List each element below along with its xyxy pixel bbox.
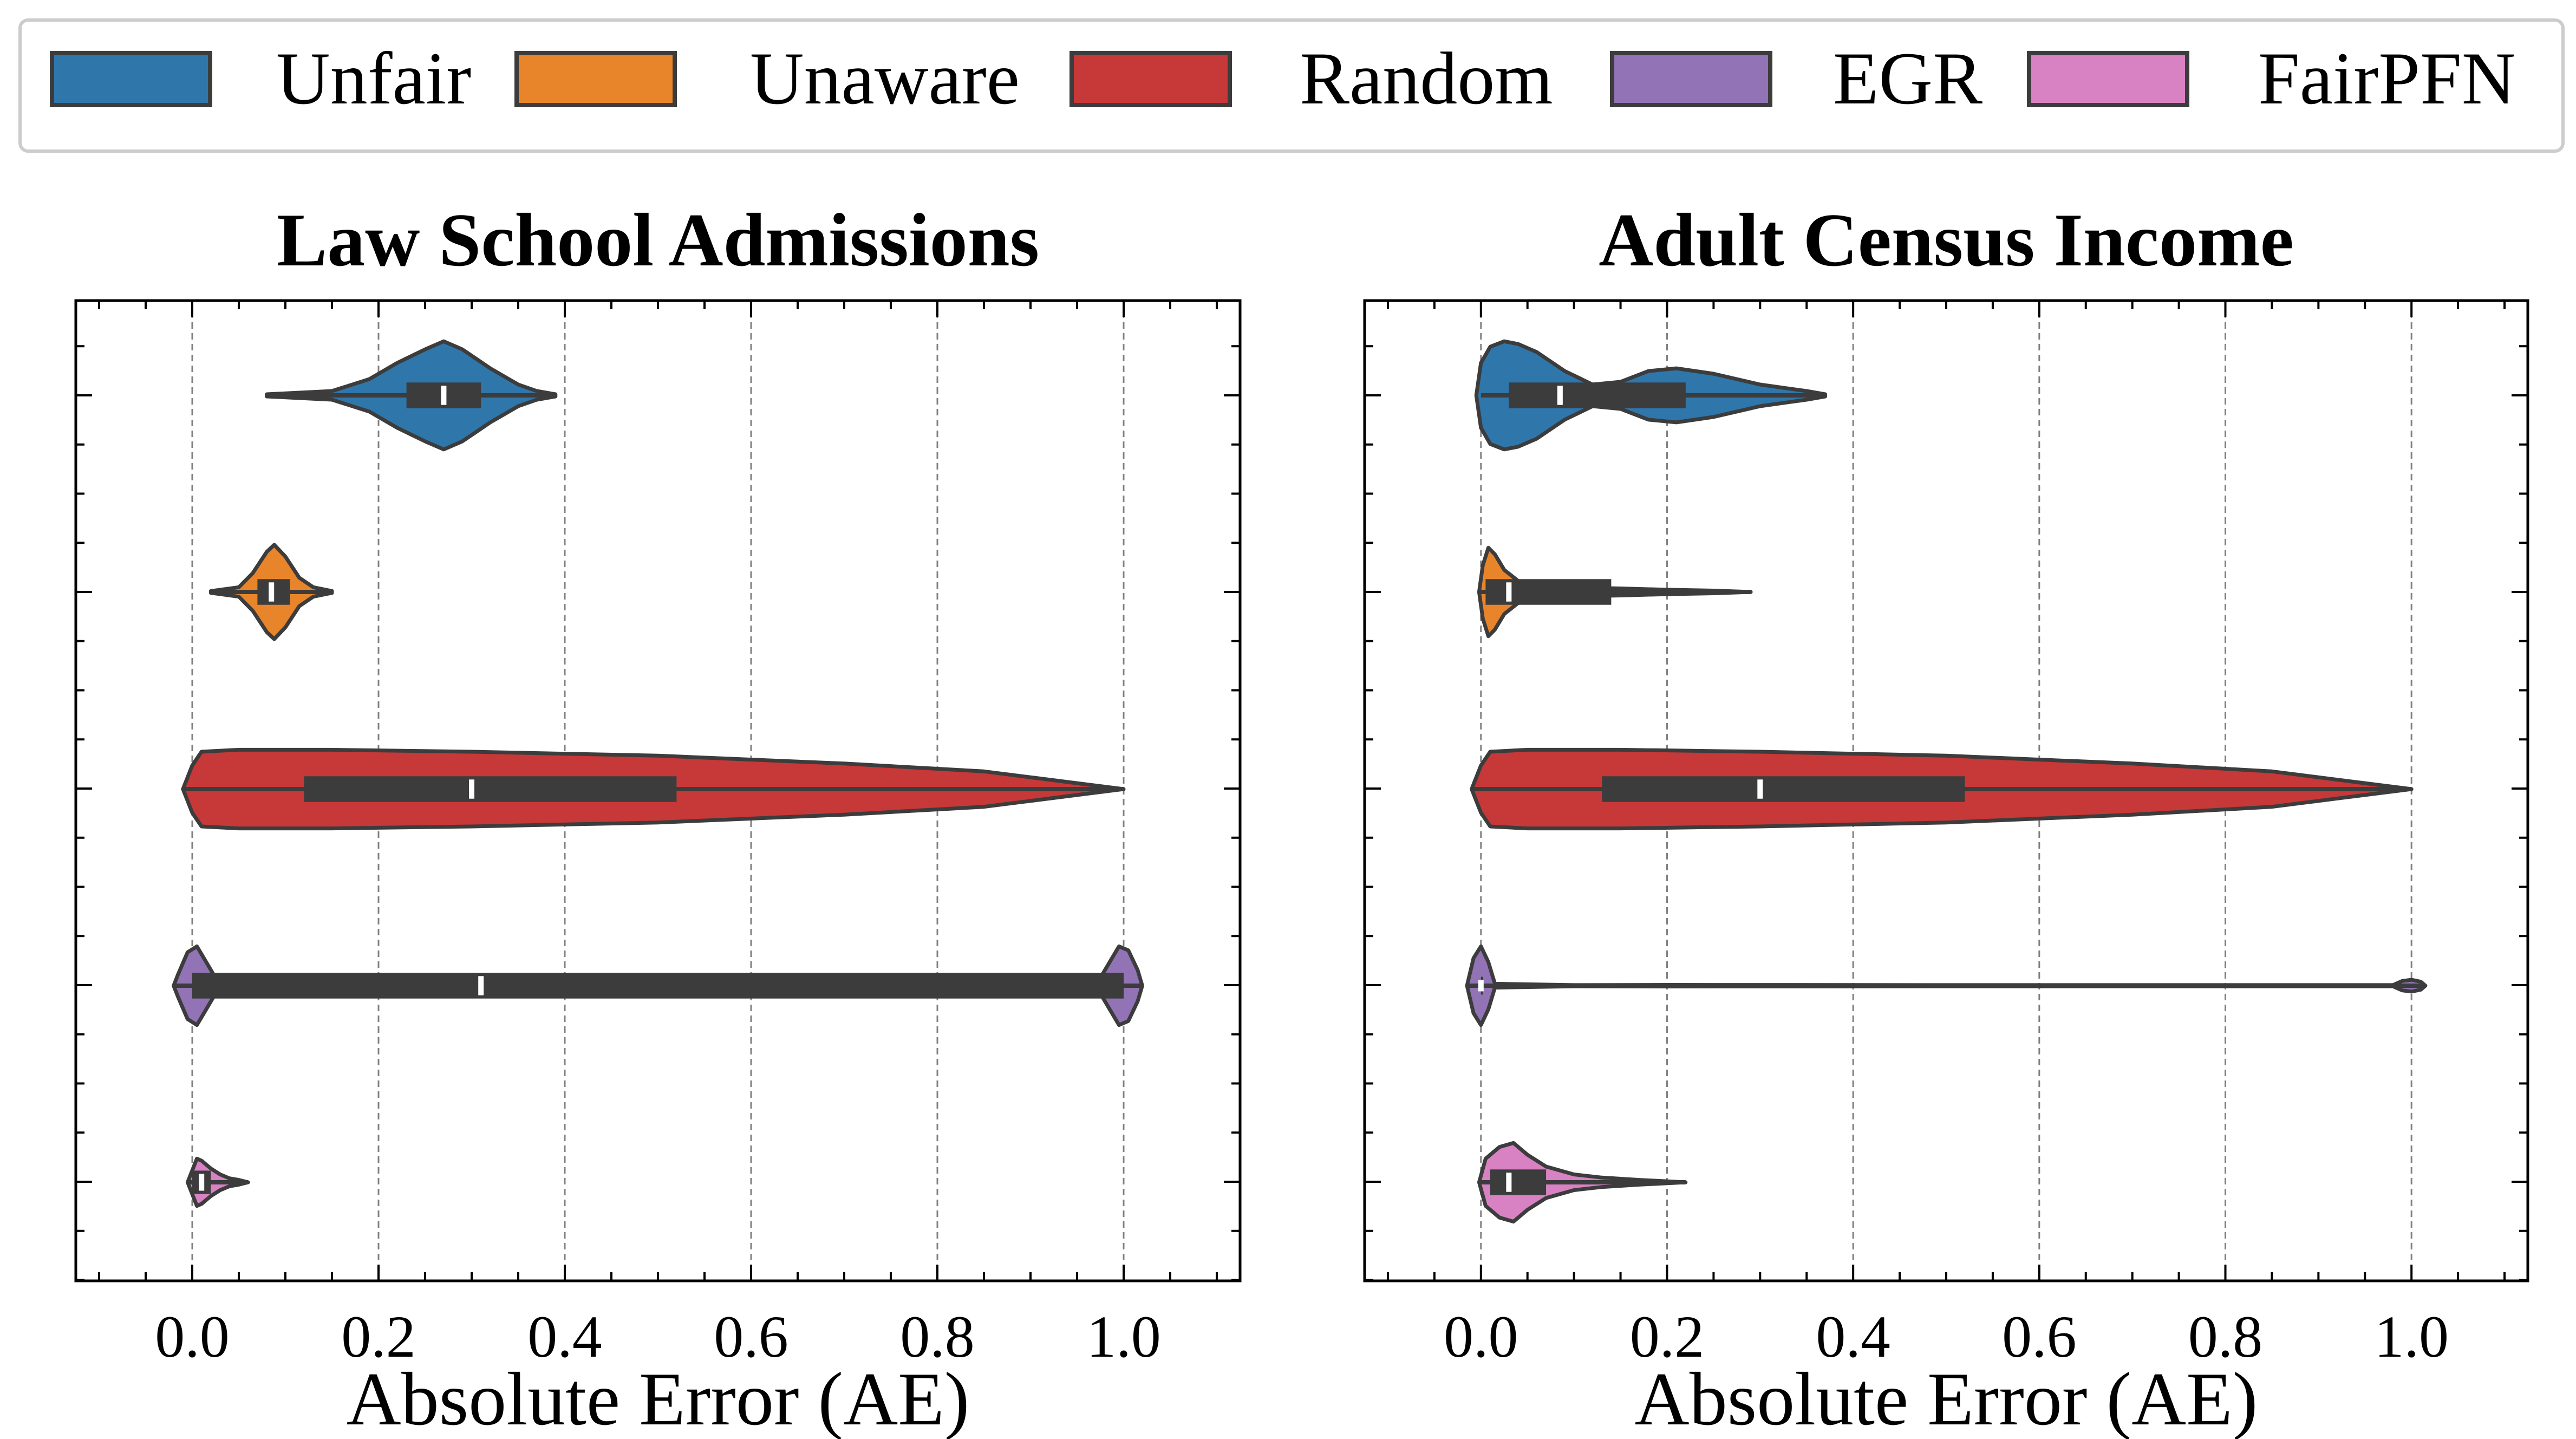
legend-swatch-unaware (514, 51, 677, 107)
box-egr (192, 973, 1124, 999)
median-unfair (1557, 386, 1563, 405)
x-tick-label: 0.0 (155, 1304, 230, 1370)
x-tick-label: 0.6 (714, 1304, 788, 1370)
legend-swatch-fairpfn (2027, 51, 2189, 107)
x-tick-label: 0.0 (1444, 1304, 1518, 1370)
panel-title: Adult Census Income (1599, 198, 2294, 282)
x-tick-label: 0.4 (527, 1304, 602, 1370)
box-fairpfn (1490, 1169, 1547, 1195)
x-tick-label: 0.2 (1630, 1304, 1705, 1370)
median-unaware (269, 582, 275, 602)
median-unaware (1506, 582, 1512, 602)
x-tick-label: 0.2 (341, 1304, 416, 1370)
legend-label-unfair: Unfair (276, 37, 472, 120)
x-tick-label: 0.8 (900, 1304, 975, 1370)
panel-1: 0.0 0.2 0.4 0.6 0.8 1.0 Law School Admissions A… (74, 198, 1242, 1439)
legend-label-fairpfn: FairPFN (2258, 37, 2516, 120)
box-random (1602, 776, 1965, 802)
box-unaware (1485, 579, 1612, 605)
x-tick-label: 1.0 (1086, 1304, 1161, 1370)
legend-label-egr: EGR (1833, 37, 1982, 120)
panel-title: Law School Admissions (277, 198, 1039, 282)
median-random (469, 779, 474, 799)
median-random (1757, 779, 1763, 799)
legend: Unfair Unaware Random EGR FairPFN (18, 18, 2565, 153)
median-egr (1478, 980, 1484, 992)
x-tick-label: 0.4 (1816, 1304, 1890, 1370)
legend-swatch-unfair (50, 51, 212, 107)
x-axis-label: Absolute Error (AE) (347, 1357, 970, 1439)
box-unfair (1509, 382, 1686, 408)
x-axis-label: Absolute Error (AE) (1635, 1357, 2258, 1439)
legend-label-unaware: Unaware (750, 37, 1020, 120)
legend-swatch-random (1069, 51, 1232, 107)
x-tick-label: 0.8 (2188, 1304, 2263, 1370)
median-unfair (441, 386, 447, 405)
median-egr (478, 976, 484, 995)
x-tick-label: 1.0 (2374, 1304, 2449, 1370)
box-random (304, 776, 677, 802)
median-fairpfn (199, 1174, 205, 1191)
legend-swatch-egr (1610, 51, 1772, 107)
panel-2: 0.0 0.2 0.4 0.6 0.8 1.0 Adult Census Income Abs… (1363, 198, 2529, 1439)
median-fairpfn (1506, 1173, 1512, 1192)
legend-label-random: Random (1300, 37, 1553, 120)
x-tick-label: 0.6 (2002, 1304, 2077, 1370)
